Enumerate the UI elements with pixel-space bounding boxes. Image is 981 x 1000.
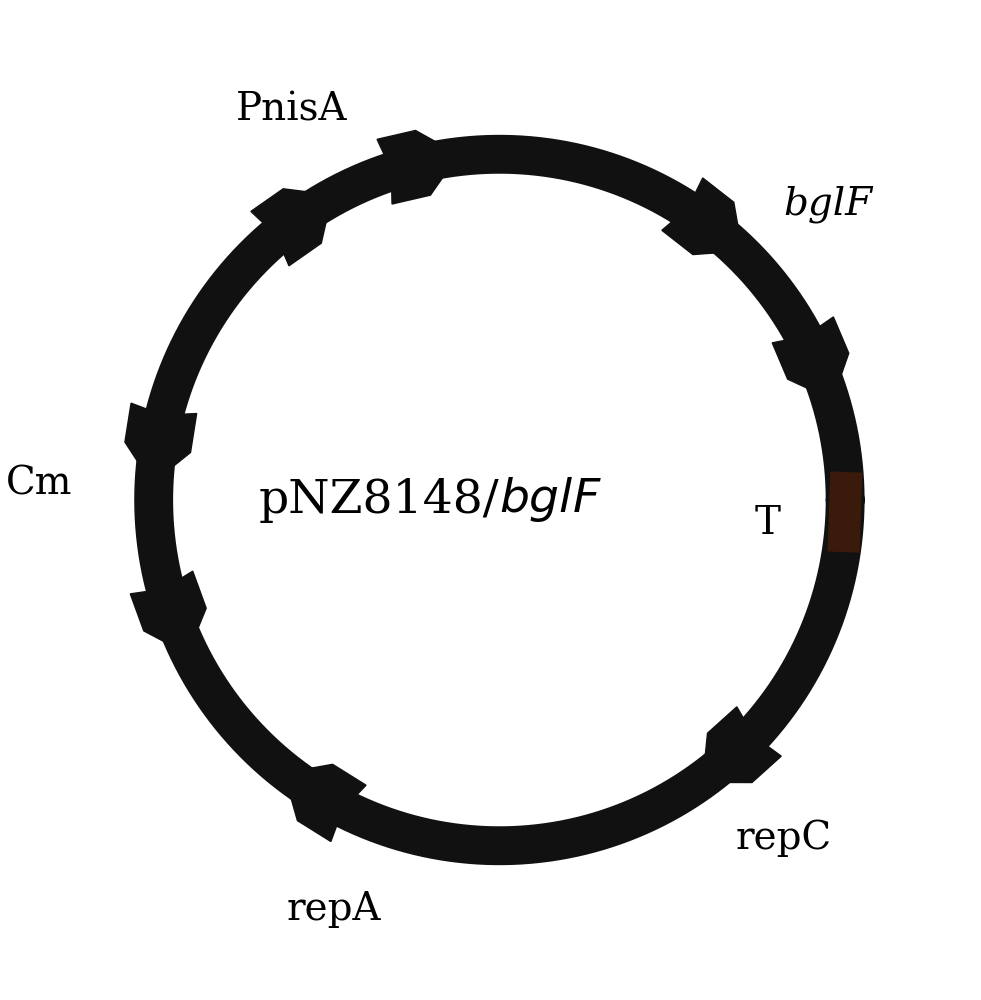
Polygon shape: [125, 403, 196, 483]
Polygon shape: [702, 707, 781, 783]
Polygon shape: [130, 571, 206, 654]
Polygon shape: [251, 189, 333, 266]
Text: PnisA: PnisA: [236, 91, 347, 128]
Text: repC: repC: [736, 820, 832, 857]
Polygon shape: [772, 317, 849, 400]
Text: T: T: [754, 505, 780, 542]
Text: bglF: bglF: [783, 186, 872, 223]
Text: $\it{bglF}$: $\it{bglF}$: [499, 476, 602, 524]
Polygon shape: [284, 764, 366, 842]
Polygon shape: [377, 130, 459, 204]
Polygon shape: [662, 178, 743, 255]
Text: pNZ8148/: pNZ8148/: [259, 477, 499, 523]
Text: Cm: Cm: [6, 465, 72, 502]
Polygon shape: [828, 472, 861, 552]
Text: repA: repA: [286, 891, 382, 928]
